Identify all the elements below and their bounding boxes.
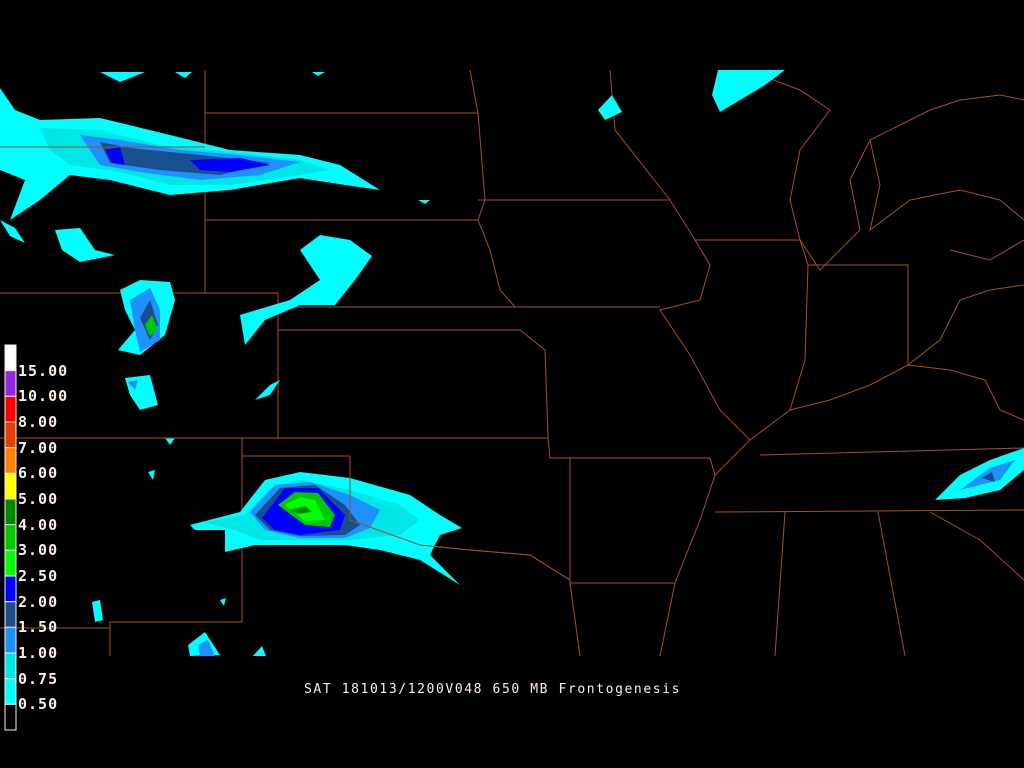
legend-label: 15.00 bbox=[18, 361, 69, 380]
legend-swatch bbox=[4, 524, 17, 551]
legend-swatch bbox=[4, 421, 17, 449]
legend-label: 0.75 bbox=[18, 669, 59, 688]
legend-label: 0.50 bbox=[18, 695, 59, 714]
legend-swatch bbox=[4, 370, 17, 397]
color-legend-bar bbox=[4, 344, 17, 731]
frontogenesis-contours bbox=[0, 70, 1024, 656]
legend-label: 1.50 bbox=[18, 618, 59, 637]
legend-swatch bbox=[4, 678, 17, 705]
legend-label: 3.00 bbox=[18, 541, 59, 560]
state-boundaries bbox=[0, 69, 1024, 657]
state-boundaries-overlay bbox=[0, 146, 571, 581]
legend-swatch bbox=[4, 395, 17, 423]
caption-area bbox=[0, 656, 1024, 768]
legend-label: 2.00 bbox=[18, 592, 59, 611]
legend-swatch bbox=[4, 703, 17, 731]
legend-label: 8.00 bbox=[18, 413, 59, 431]
legend-swatch bbox=[4, 601, 17, 628]
legend-label: 4.00 bbox=[18, 515, 59, 534]
legend-swatch bbox=[4, 472, 17, 500]
map-title: SAT 181013/1200V048 650 MB Frontogenesis bbox=[304, 682, 682, 697]
legend-swatch bbox=[4, 447, 17, 474]
legend-swatch bbox=[4, 626, 17, 654]
legend-label: 5.00 bbox=[18, 490, 59, 508]
legend-swatch bbox=[4, 652, 17, 680]
legend-label: 7.00 bbox=[18, 438, 59, 457]
legend-label: 1.00 bbox=[18, 644, 59, 662]
legend-swatch bbox=[4, 498, 17, 526]
legend-label: 2.50 bbox=[18, 567, 59, 585]
legend-label: 10.00 bbox=[18, 387, 69, 406]
legend-swatch bbox=[4, 344, 17, 372]
legend-swatch bbox=[4, 549, 17, 577]
legend-label: 6.00 bbox=[18, 464, 59, 483]
legend-swatch bbox=[4, 575, 17, 603]
